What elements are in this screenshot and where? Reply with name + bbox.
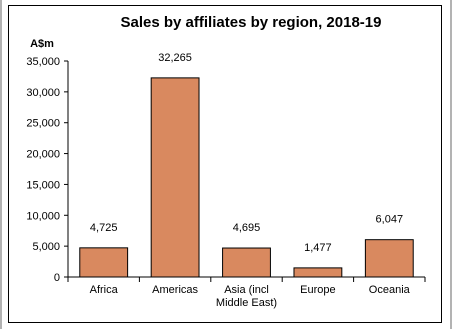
bar bbox=[151, 78, 199, 277]
bar-value-label: 6,047 bbox=[376, 214, 404, 226]
y-tick-label: 30,000 bbox=[26, 87, 60, 99]
x-category-label: Middle East) bbox=[216, 297, 277, 309]
bar-group bbox=[80, 78, 413, 277]
bar bbox=[294, 268, 342, 277]
bar bbox=[223, 248, 271, 277]
x-category-label: Europe bbox=[300, 284, 335, 296]
bar-value-label: 4,725 bbox=[90, 222, 118, 234]
y-axis-unit-label: A$m bbox=[30, 38, 54, 50]
y-tick-label: 10,000 bbox=[26, 210, 60, 222]
y-tick-label: 25,000 bbox=[26, 118, 60, 130]
x-category-label: Americas bbox=[152, 284, 198, 296]
x-category-label: Africa bbox=[90, 284, 119, 296]
bar bbox=[365, 240, 413, 277]
bar bbox=[80, 248, 128, 277]
y-tick-label: 35,000 bbox=[26, 56, 60, 68]
bar-value-label: 4,695 bbox=[233, 222, 261, 234]
bar-value-label: 1,477 bbox=[304, 242, 332, 254]
x-category-label: Asia (incl bbox=[224, 284, 269, 296]
y-tick-label: 20,000 bbox=[26, 149, 60, 161]
bar-value-label: 32,265 bbox=[158, 52, 192, 64]
y-tick-label: 0 bbox=[54, 272, 60, 284]
x-category-label: Oceania bbox=[369, 284, 411, 296]
chart-title: Sales by affiliates by region, 2018-19 bbox=[121, 14, 382, 31]
y-tick-label: 15,000 bbox=[26, 179, 60, 191]
y-tick-label: 5,000 bbox=[32, 241, 60, 253]
